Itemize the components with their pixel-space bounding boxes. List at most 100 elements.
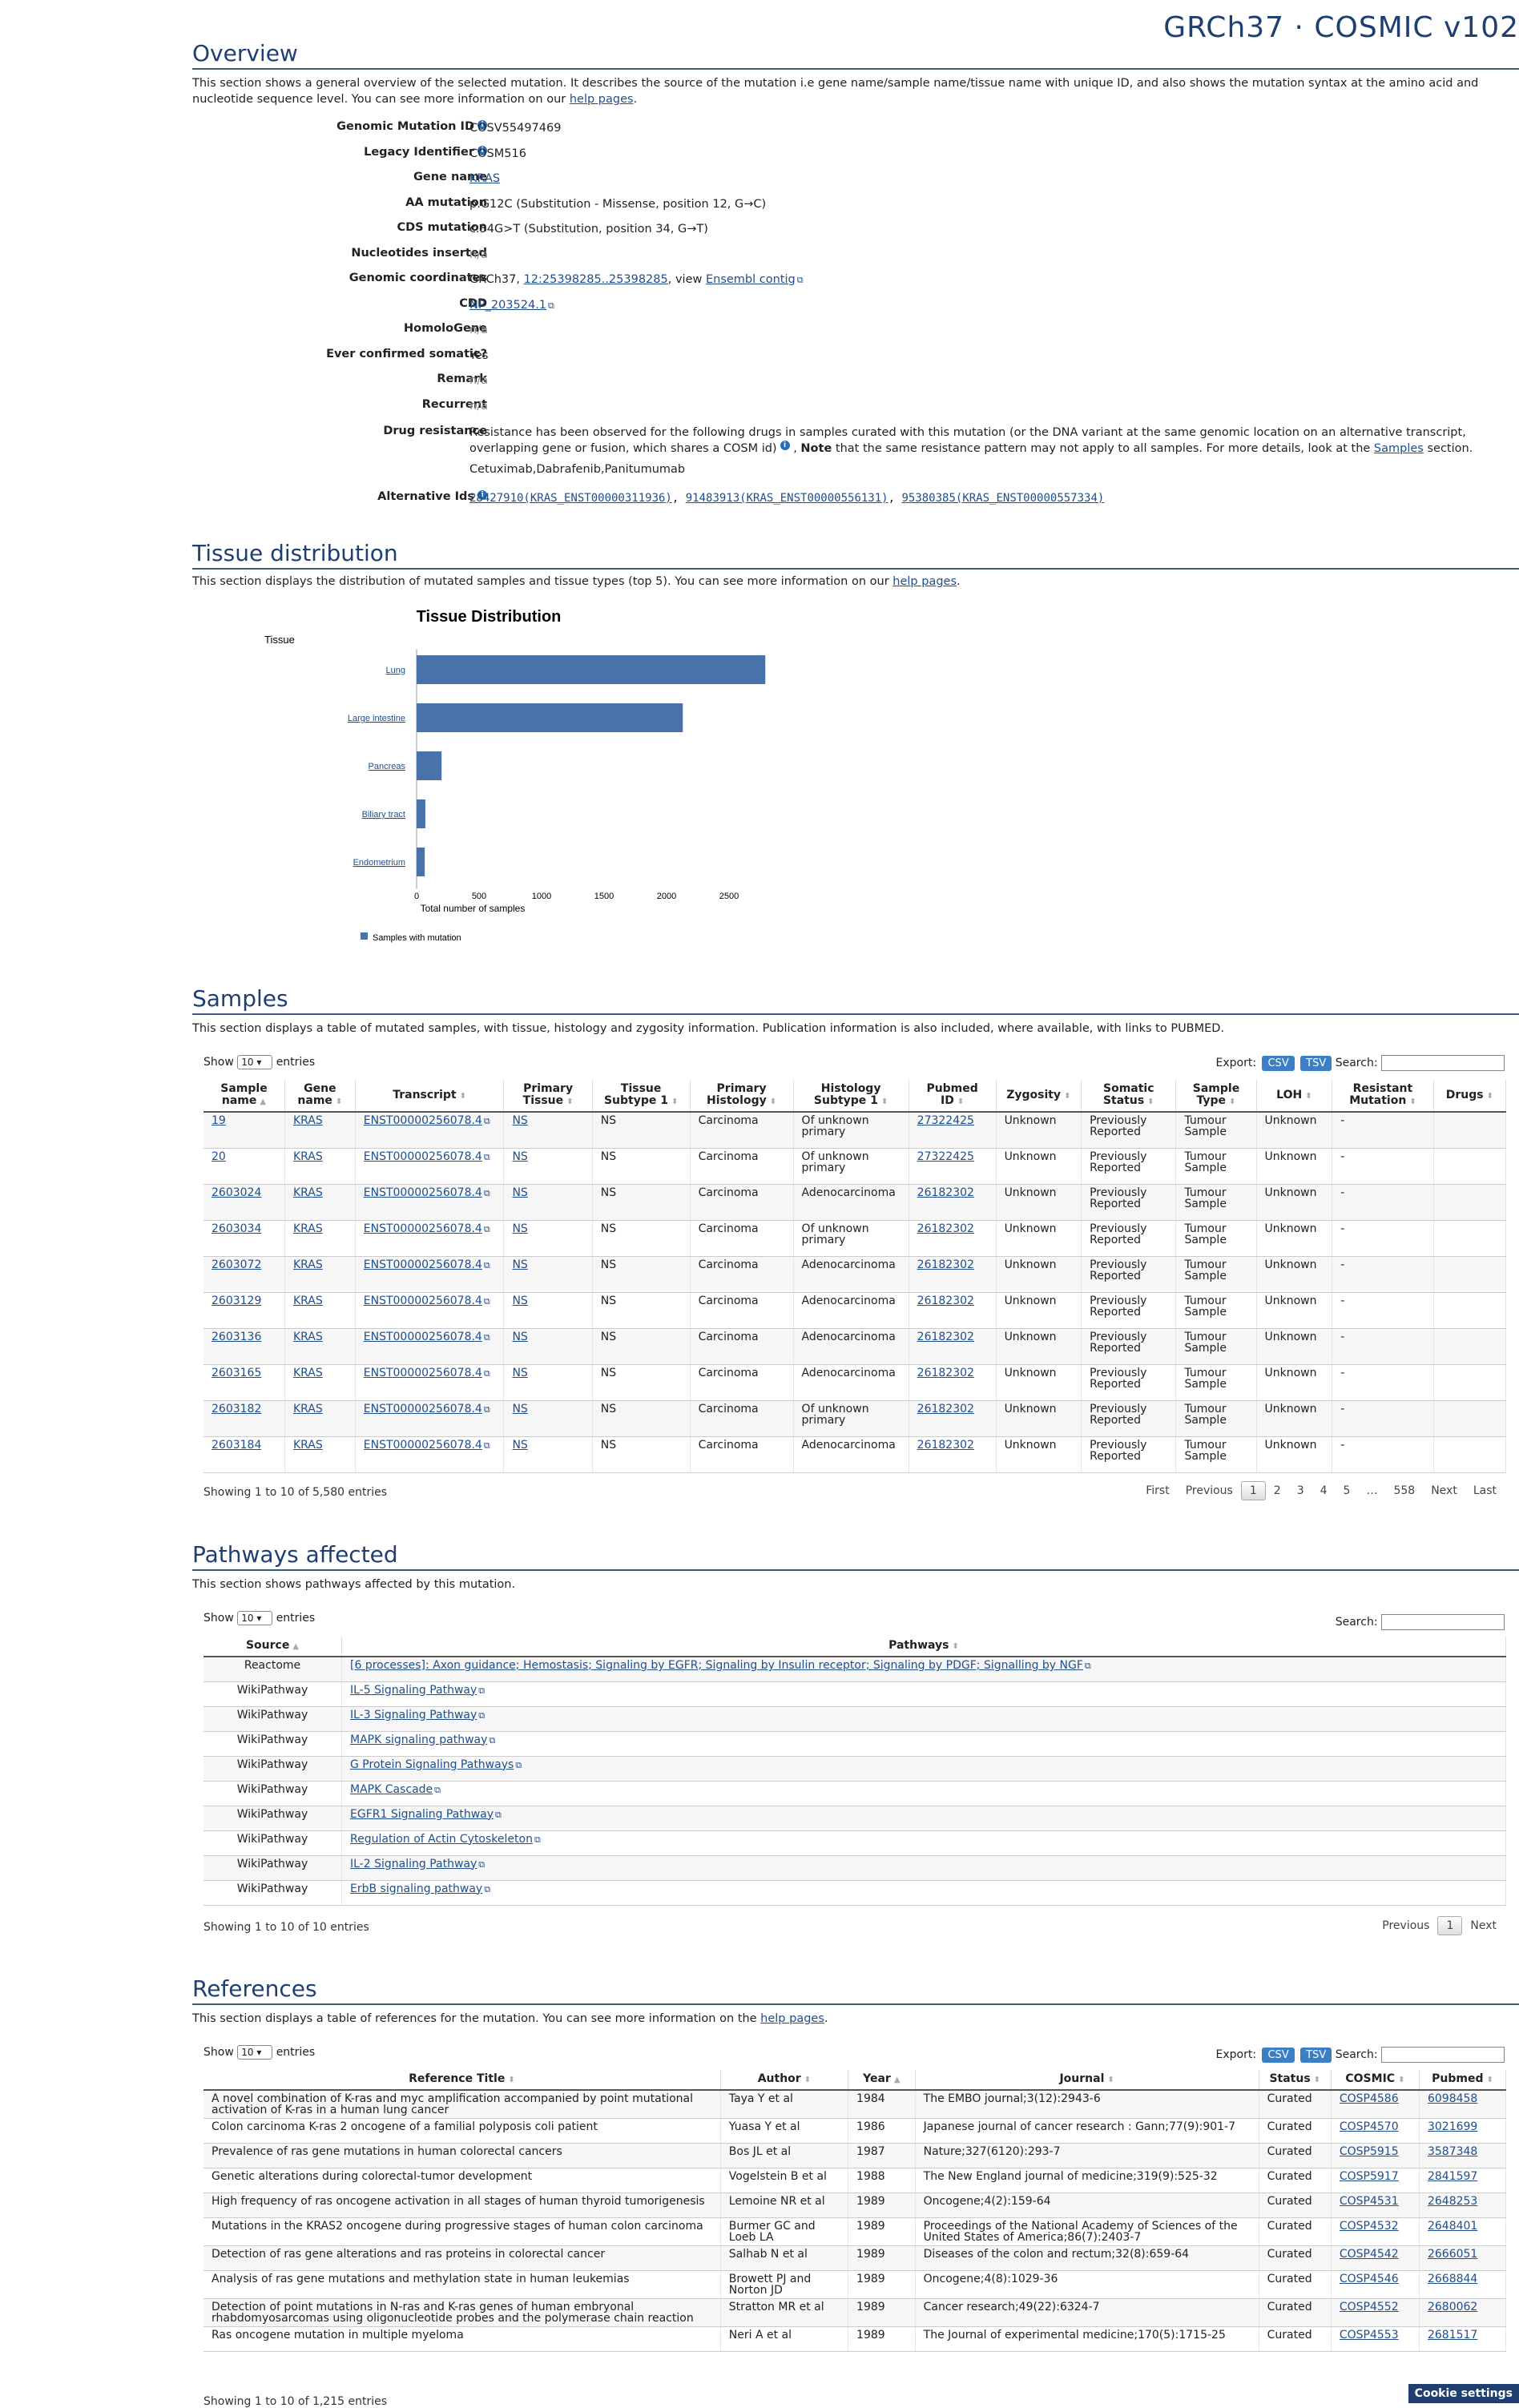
cell-link[interactable]: MAPK Cascade: [350, 1782, 433, 1796]
cell-link[interactable]: KRAS: [292, 1294, 323, 1307]
cell-link[interactable]: 26182302: [917, 1438, 974, 1452]
cell-link[interactable]: 2603129: [212, 1294, 262, 1307]
references-search-input[interactable]: [1381, 2047, 1505, 2063]
chart-category-label[interactable]: Lung: [386, 666, 405, 675]
chart-bar[interactable]: [417, 848, 425, 876]
ensembl-contig-link[interactable]: Ensembl contig: [705, 273, 796, 286]
pagination-button[interactable]: Previous: [1382, 1919, 1430, 1932]
overview-value-link[interactable]: NP_203524.1: [469, 298, 547, 312]
cookie-settings-button[interactable]: Cookie settings: [1408, 2384, 1519, 2403]
cell-link[interactable]: NS: [512, 1402, 528, 1415]
info-icon[interactable]: i: [477, 145, 487, 155]
cell-link[interactable]: ENST00000256078.4: [363, 1402, 482, 1415]
cell-link[interactable]: ENST00000256078.4: [363, 1330, 482, 1343]
cell-link[interactable]: NS: [512, 1222, 528, 1235]
cell-link[interactable]: KRAS: [292, 1402, 323, 1415]
cell-link[interactable]: KRAS: [292, 1330, 323, 1343]
chart-bar[interactable]: [417, 703, 683, 732]
column-header[interactable]: Status ⬍: [1259, 2070, 1332, 2091]
cell-link[interactable]: 2668844: [1427, 2273, 1478, 2285]
cell-link[interactable]: 27322425: [917, 1150, 974, 1163]
cell-link[interactable]: 26182302: [917, 1222, 974, 1235]
column-header[interactable]: Transcript ⬍: [355, 1080, 505, 1113]
cell-link[interactable]: KRAS: [292, 1186, 323, 1199]
cell-link[interactable]: [6 processes]: Axon guidance; Hemostasis…: [350, 1659, 1083, 1672]
column-header[interactable]: Drugs ⬍: [1433, 1080, 1507, 1113]
cell-link[interactable]: 6098458: [1427, 2092, 1478, 2105]
cell-link[interactable]: 2603165: [212, 1366, 262, 1379]
column-header[interactable]: Histology Subtype 1 ⬍: [793, 1080, 909, 1113]
cell-link[interactable]: 2648401: [1427, 2220, 1478, 2233]
cell-link[interactable]: 2681517: [1427, 2329, 1478, 2342]
chart-category-label[interactable]: Pancreas: [369, 762, 406, 771]
cell-link[interactable]: COSP4546: [1339, 2273, 1399, 2285]
column-header[interactable]: Author ⬍: [720, 2070, 849, 2091]
references-help-link[interactable]: help pages: [760, 2012, 824, 2025]
cell-link[interactable]: G Protein Signaling Pathways: [350, 1758, 514, 1771]
alt-id-link[interactable]: 95380385(KRAS_ENST00000557334): [901, 492, 1105, 505]
cell-link[interactable]: 2666051: [1427, 2248, 1478, 2261]
info-icon[interactable]: i: [477, 120, 487, 130]
pathways-search-input[interactable]: [1381, 1614, 1505, 1630]
info-icon[interactable]: i: [477, 490, 487, 500]
chart-category-label[interactable]: Large intestine: [348, 714, 405, 723]
cell-link[interactable]: 27322425: [917, 1114, 974, 1127]
pagination-button[interactable]: 3: [1296, 1484, 1304, 1497]
pagination-button[interactable]: Last: [1473, 1484, 1497, 1497]
cell-link[interactable]: IL-3 Signaling Pathway: [350, 1708, 477, 1721]
column-header[interactable]: Primary Tissue ⬍: [503, 1080, 593, 1113]
tissue-help-link[interactable]: help pages: [892, 575, 957, 588]
column-header[interactable]: Zygosity ⬍: [996, 1080, 1082, 1113]
pagination-button[interactable]: Previous: [1185, 1484, 1233, 1497]
cell-link[interactable]: ENST00000256078.4: [363, 1294, 482, 1307]
chart-category-label[interactable]: Endometrium: [353, 858, 405, 868]
pagination-button[interactable]: 1: [1240, 1481, 1266, 1500]
samples-section-link[interactable]: Samples: [1373, 442, 1424, 455]
cell-link[interactable]: NS: [512, 1294, 528, 1307]
cell-link[interactable]: NS: [512, 1330, 528, 1343]
cell-link[interactable]: ENST00000256078.4: [363, 1114, 482, 1127]
cell-link[interactable]: 2603024: [212, 1186, 262, 1199]
column-header[interactable]: Resistant Mutation ⬍: [1332, 1080, 1434, 1113]
pagination-button[interactable]: 5: [1343, 1484, 1351, 1497]
info-icon[interactable]: i: [780, 441, 790, 450]
chart-category-label[interactable]: Biliary tract: [362, 810, 405, 819]
cell-link[interactable]: 3587348: [1427, 2145, 1478, 2158]
cell-link[interactable]: 2603072: [212, 1258, 262, 1271]
pagination-button[interactable]: 4: [1320, 1484, 1328, 1497]
cell-link[interactable]: KRAS: [292, 1366, 323, 1379]
cell-link[interactable]: ENST00000256078.4: [363, 1186, 482, 1199]
chart-bar[interactable]: [417, 751, 442, 780]
cell-link[interactable]: IL-5 Signaling Pathway: [350, 1683, 477, 1697]
cell-link[interactable]: 3021699: [1427, 2120, 1478, 2133]
column-header[interactable]: Reference Title ⬍: [203, 2070, 721, 2091]
pagination-button[interactable]: 2: [1273, 1484, 1281, 1497]
column-header[interactable]: Pathways ⬍: [341, 1637, 1506, 1657]
column-header[interactable]: Journal ⬍: [915, 2070, 1259, 2091]
alt-id-link[interactable]: 28427910(KRAS_ENST00000311936): [469, 492, 672, 505]
cell-link[interactable]: 26182302: [917, 1294, 974, 1307]
cell-link[interactable]: MAPK signaling pathway: [350, 1733, 488, 1746]
cell-link[interactable]: KRAS: [292, 1258, 323, 1271]
cell-link[interactable]: COSP4553: [1339, 2329, 1399, 2342]
cell-link[interactable]: 2603182: [212, 1402, 262, 1415]
cell-link[interactable]: KRAS: [292, 1222, 323, 1235]
column-header[interactable]: Gene name ⬍: [284, 1080, 356, 1113]
pagination-button[interactable]: 558: [1393, 1484, 1416, 1497]
references-csv-button[interactable]: CSV: [1262, 2048, 1295, 2063]
samples-csv-button[interactable]: CSV: [1262, 1056, 1295, 1071]
cell-link[interactable]: 26182302: [917, 1366, 974, 1379]
alt-id-link[interactable]: 91483913(KRAS_ENST00000556131): [685, 492, 888, 505]
pathways-page-size-select[interactable]: 10 ▾: [237, 1611, 273, 1625]
cell-link[interactable]: COSP4532: [1339, 2220, 1399, 2233]
cell-link[interactable]: NS: [512, 1258, 528, 1271]
column-header[interactable]: Source ▲: [203, 1637, 342, 1657]
column-header[interactable]: Somatic Status ⬍: [1081, 1080, 1177, 1113]
column-header[interactable]: Year ▲: [848, 2070, 916, 2091]
samples-tsv-button[interactable]: TSV: [1300, 1056, 1332, 1071]
cell-link[interactable]: 2648253: [1427, 2195, 1478, 2208]
references-page-size-select[interactable]: 10 ▾: [237, 2045, 273, 2060]
cell-link[interactable]: 26182302: [917, 1186, 974, 1199]
chart-bar[interactable]: [417, 655, 766, 684]
coords-link[interactable]: 12:25398285..25398285: [523, 273, 668, 286]
